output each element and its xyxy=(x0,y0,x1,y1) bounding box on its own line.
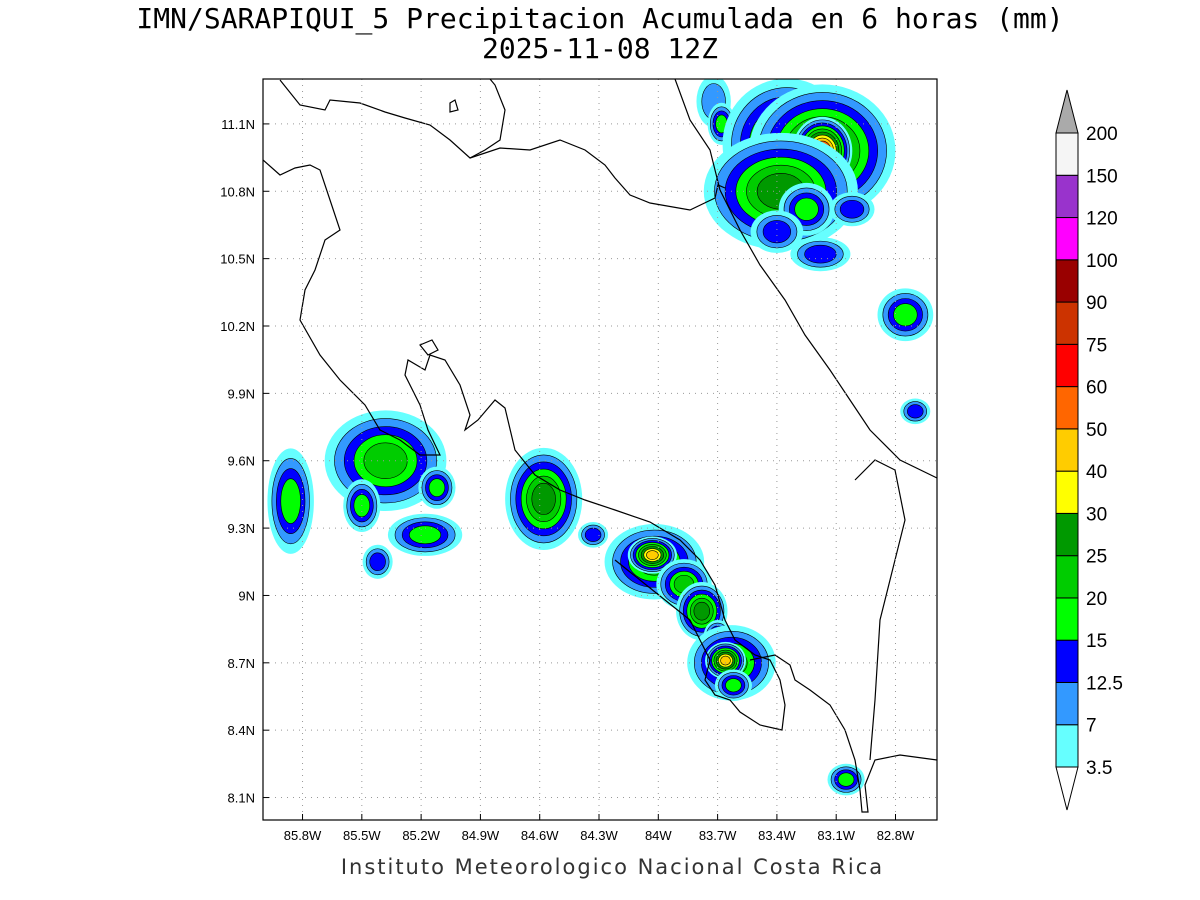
precip-contour xyxy=(837,772,855,787)
lon-tick-label: 84.9W xyxy=(462,828,500,843)
colorbar-swatch xyxy=(1055,301,1079,345)
lat-tick-label: 10.2N xyxy=(220,319,255,334)
colorbar-label: 12.5 xyxy=(1086,673,1123,694)
colorbar-label: 15 xyxy=(1086,631,1107,652)
colorbar-swatch xyxy=(1055,555,1079,599)
precip-contour xyxy=(907,404,924,419)
colorbar-label: 40 xyxy=(1086,462,1107,483)
colorbar-bottom-arrow xyxy=(1055,766,1079,811)
lon-tick-label: 84W xyxy=(645,828,672,843)
colorbar-label: 120 xyxy=(1086,209,1118,230)
colorbar-swatch xyxy=(1055,470,1079,514)
lon-tick-label: 83.4W xyxy=(758,828,796,843)
precip-contour xyxy=(280,478,301,524)
precip-contour xyxy=(584,527,602,542)
colorbar-label: 60 xyxy=(1086,378,1107,399)
colorbar-label: 75 xyxy=(1086,335,1107,356)
colorbar-label: 20 xyxy=(1086,589,1107,610)
colorbar-label: 30 xyxy=(1086,504,1107,525)
colorbar-top-arrow xyxy=(1055,89,1079,134)
precip-contour xyxy=(363,442,408,479)
precip-contour xyxy=(839,199,865,219)
colorbar-swatch xyxy=(1055,512,1079,557)
precip-contour xyxy=(804,244,837,264)
map-frame xyxy=(262,78,938,821)
coastline xyxy=(263,79,937,813)
lat-tick-label: 9.3N xyxy=(228,521,255,536)
colorbar-label: 150 xyxy=(1086,166,1118,187)
colorbar-label: 90 xyxy=(1086,293,1107,314)
lat-tick-label: 9.6N xyxy=(228,454,255,469)
colorbar-swatch xyxy=(1055,174,1079,219)
chart-subtitle: 2025-11-08 12Z xyxy=(481,32,718,65)
precip-contour xyxy=(720,655,731,666)
precip-contour xyxy=(646,550,659,560)
lon-tick-label: 83.1W xyxy=(817,828,855,843)
lon-tick-label: 85.8W xyxy=(284,828,322,843)
colorbar-swatch xyxy=(1055,132,1079,176)
lat-tick-label: 10.8N xyxy=(220,184,255,199)
lon-tick-label: 83.7W xyxy=(699,828,737,843)
colorbar-swatch xyxy=(1055,639,1079,683)
latitude-axis: 11.1N 10.8N 10.5N 10.2N 9.9N 9.6N 9.3N 9N 8.7N 8.… xyxy=(220,117,269,806)
precip-contour xyxy=(408,525,442,545)
lon-tick-label: 85.5W xyxy=(343,828,381,843)
colorbar-swatch xyxy=(1055,217,1079,261)
precip-contour xyxy=(531,482,556,515)
precipitation-field xyxy=(267,79,934,796)
colorbar-label: 7 xyxy=(1086,716,1097,737)
colorbar-swatch xyxy=(1055,681,1079,726)
colorbar-label: 25 xyxy=(1086,547,1107,568)
colorbar-swatch xyxy=(1055,428,1079,472)
colorbar-swatch xyxy=(1055,597,1079,641)
colorbar-label: 100 xyxy=(1086,251,1118,272)
footer-credit: Instituto Meteorologico Nacional Costa R… xyxy=(340,855,885,879)
chart-title: IMN/SARAPIQUI_5 Precipitacion Acumulada … xyxy=(136,2,1064,35)
colorbar-swatch xyxy=(1055,259,1079,303)
precip-contour xyxy=(762,220,792,244)
lat-tick-label: 8.4N xyxy=(228,723,255,738)
colorbar-swatch xyxy=(1055,724,1079,768)
lat-tick-label: 8.7N xyxy=(228,656,255,671)
precip-contour xyxy=(794,197,819,221)
colorbar-label: 200 xyxy=(1086,124,1118,145)
lat-tick-label: 9.9N xyxy=(228,386,255,401)
precip-contour xyxy=(369,552,386,572)
lat-tick-label: 9N xyxy=(238,588,255,603)
colorbar-swatch xyxy=(1055,343,1079,388)
lon-tick-label: 82.8W xyxy=(877,828,915,843)
lat-tick-label: 11.1N xyxy=(221,117,255,132)
lat-tick-label: 10.5N xyxy=(220,252,255,267)
precip-contour xyxy=(893,303,918,327)
precip-contour xyxy=(725,678,742,693)
colorbar: 3.5 7 12.5 15 20 25 30 40 50 60 75 90 100 120 150 200 xyxy=(1055,89,1123,811)
lon-tick-label: 84.6W xyxy=(521,828,559,843)
lon-tick-label: 84.3W xyxy=(580,828,618,843)
precip-contour xyxy=(693,601,710,621)
colorbar-label: 50 xyxy=(1086,420,1107,441)
colorbar-label: 3.5 xyxy=(1086,758,1112,779)
graticule xyxy=(263,79,937,820)
precip-contour xyxy=(428,478,446,497)
lat-tick-label: 8.1N xyxy=(228,791,255,806)
lon-tick-label: 85.2W xyxy=(402,828,440,843)
longitude-axis: 85.8W 85.5W 85.2W 84.9W 84.6W 84.3W 84W 83.7W 83… xyxy=(284,814,915,843)
colorbar-swatch xyxy=(1055,386,1079,430)
